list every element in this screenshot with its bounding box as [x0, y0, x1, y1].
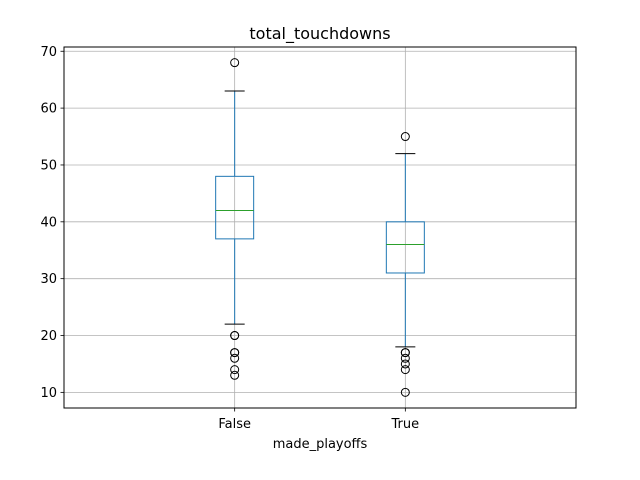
box-group-false: [215, 58, 255, 380]
outlier-point: [230, 331, 240, 341]
y-tick-label: 10: [40, 386, 57, 401]
plot-layer: [215, 58, 425, 397]
outlier-point: [400, 387, 410, 397]
tick-layer: 10 20 30 40 50 60 70 False True: [40, 45, 419, 432]
iqr-box: [215, 175, 255, 240]
x-tick-label: True: [391, 417, 420, 432]
outlier-point: [230, 370, 240, 380]
x-axis-label: made_playoffs: [273, 437, 368, 452]
x-tick-label: False: [218, 417, 251, 432]
axes-frame: [63, 46, 577, 409]
y-tick-label: 50: [40, 158, 57, 173]
outlier-point: [400, 359, 410, 369]
outlier-point: [400, 353, 410, 363]
y-tick-label: 60: [40, 102, 57, 117]
box-group-true: [385, 132, 425, 397]
outlier-point: [400, 132, 410, 142]
outlier-point: [230, 353, 240, 363]
outlier-point: [230, 348, 240, 358]
outlier-point: [230, 365, 240, 375]
y-tick-label: 40: [40, 215, 57, 230]
outlier-point: [400, 365, 410, 375]
y-tick-label: 20: [40, 329, 57, 344]
outlier-point: [400, 348, 410, 358]
y-tick-label: 30: [40, 272, 57, 287]
iqr-box: [385, 221, 425, 274]
y-tick-label: 70: [40, 45, 57, 60]
chart-title: total_touchdowns: [249, 24, 390, 44]
outlier-point: [230, 58, 240, 68]
